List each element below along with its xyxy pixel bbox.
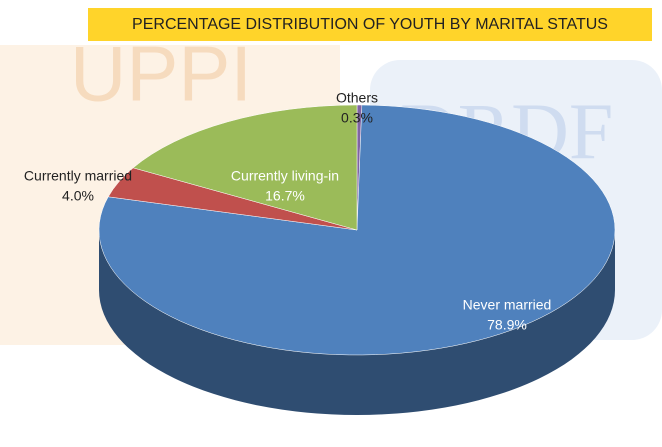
slice-value: 0.3% [341, 110, 373, 126]
title-box [88, 8, 652, 41]
watermark: UPPI [70, 30, 252, 118]
chart-title: PERCENTAGE DISTRIBUTION OF YOUTH BY MARI… [132, 16, 608, 33]
slice-value: 78.9% [487, 317, 527, 333]
slice-label: Currently living-in [231, 168, 339, 184]
slice-label: Currently married [24, 168, 132, 184]
slice-label: Never married [463, 297, 552, 313]
slice-value: 4.0% [62, 188, 94, 204]
pie-slice [132, 104, 358, 231]
slice-value: 16.7% [265, 188, 305, 204]
slice-label: Others [336, 90, 378, 106]
pie-side [99, 230, 615, 415]
